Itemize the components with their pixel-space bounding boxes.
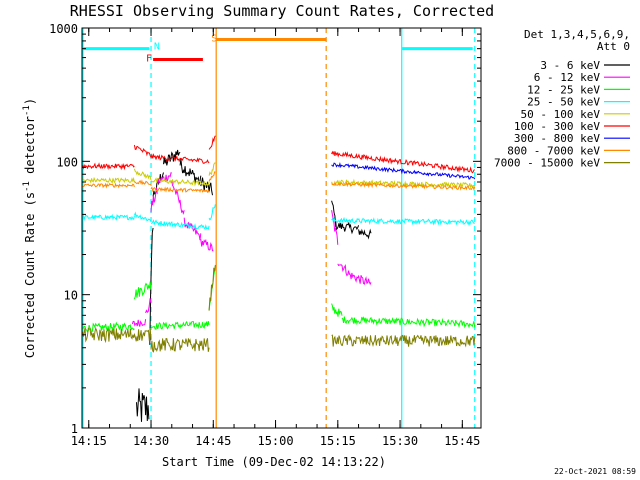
y-axis-label: Corrected Count Rate (s-1 detector-1) (22, 98, 37, 358)
y-axis-label-sup: -1 (22, 181, 32, 192)
series-line-3 (82, 204, 475, 231)
legend-label-1: 6 - 12 keV (534, 71, 601, 84)
series-line-6 (331, 162, 476, 180)
plot-frame (81, 27, 482, 429)
x-tick-label-0: 14:15 (71, 434, 107, 448)
chart-title: RHESSI Observing Summary Count Rates, Co… (70, 2, 494, 20)
legend-label-0: 3 - 6 keV (540, 59, 600, 72)
x-tick-label-1: 14:30 (133, 434, 169, 448)
x-tick-label-4: 15:15 (320, 434, 356, 448)
y-axis-label-mid: detector (23, 116, 37, 181)
state-label-2: S (211, 34, 217, 45)
legend-label-8: 7000 - 15000 keV (494, 157, 600, 170)
x-tick-label-5: 15:30 (382, 434, 418, 448)
footer-date: 22-Oct-2021 08:59 (554, 467, 636, 476)
series-line-1 (131, 172, 372, 327)
series-line-5 (82, 135, 476, 174)
state-label-1: F (146, 54, 152, 65)
series-line-8 (82, 264, 476, 353)
legend-label-4: 50 - 100 keV (521, 108, 601, 121)
x-tick-label-3: 15:00 (257, 434, 293, 448)
y-axis-label-end: ) (23, 98, 37, 105)
plot-area: NF S (82, 28, 476, 428)
y-axis-label-sup-2: -1 (22, 105, 32, 116)
legend-label-5: 100 - 300 keV (514, 120, 600, 133)
y-tick-label-1: 10 (64, 289, 78, 303)
legend-label-3: 25 - 50 keV (527, 96, 600, 109)
legend-label-7: 800 - 7000 keV (507, 144, 600, 157)
y-axis-label-main: Corrected Count Rate (s (23, 192, 37, 358)
legend-label-2: 12 - 25 keV (527, 83, 600, 96)
legend-header-1: Det 1,3,4,5,6,9, (524, 28, 630, 41)
series-line-7 (82, 171, 476, 194)
legend-label-6: 300 - 800 keV (514, 132, 600, 145)
state-label-0: N (154, 41, 160, 52)
legend-header-2: Att 0 (597, 40, 630, 53)
y-tick-label-2: 100 (56, 155, 78, 169)
series-line-4 (82, 162, 476, 189)
y-tick-label-0: 1 (71, 422, 78, 436)
x-tick-label-2: 14:45 (195, 434, 231, 448)
x-tick-label-6: 15:45 (444, 434, 480, 448)
x-axis-label: Start Time (09-Dec-02 14:13:22) (162, 455, 386, 469)
axis-ticks: 14:15 14:30 14:45 15:00 15:15 15:30 15:45 1 10 10… (49, 22, 481, 448)
y-tick-label-3: 1000 (49, 22, 78, 36)
